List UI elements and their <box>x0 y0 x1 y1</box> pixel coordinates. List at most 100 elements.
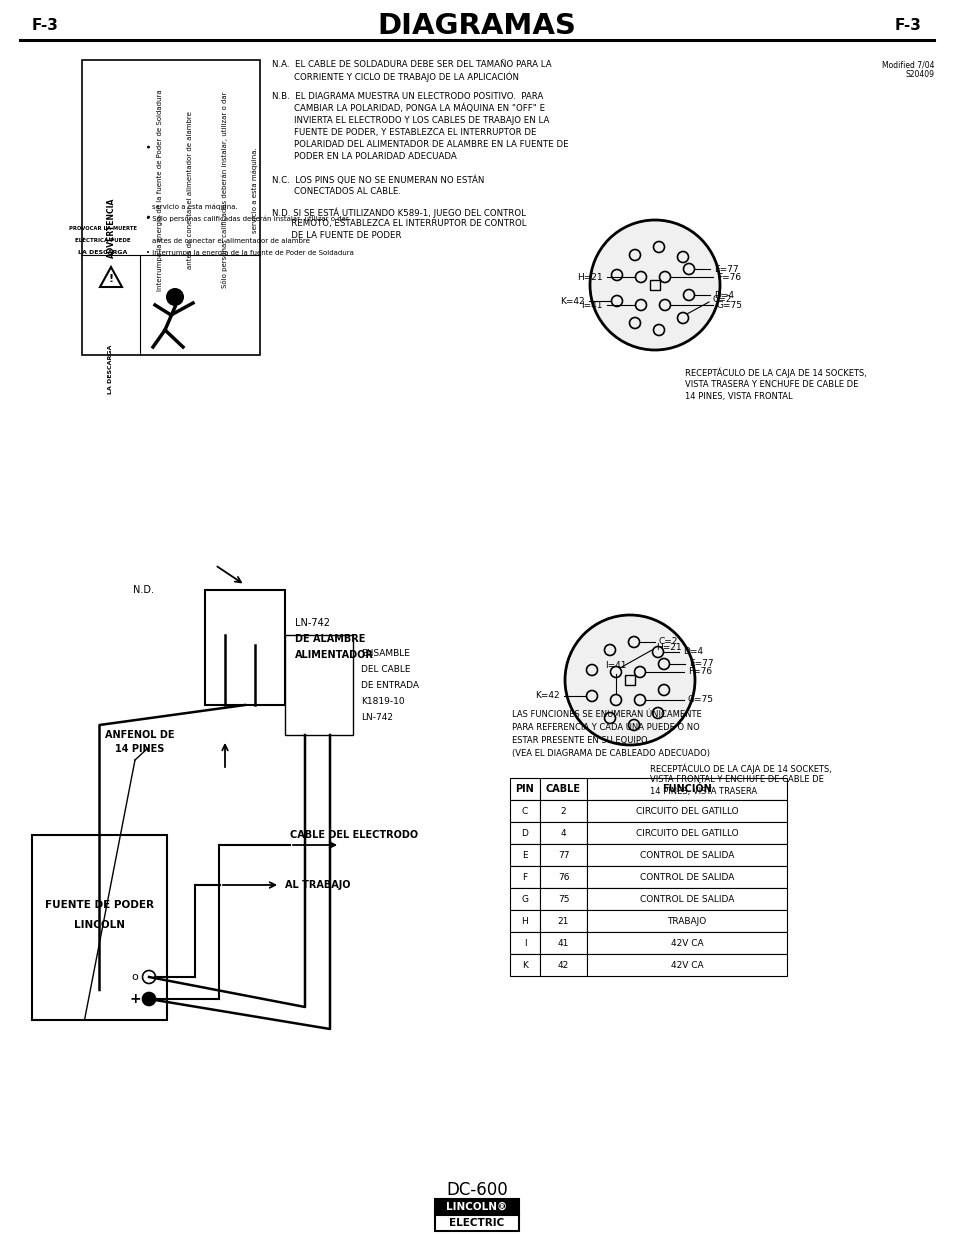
Text: K=42: K=42 <box>535 692 559 700</box>
Text: H=21: H=21 <box>577 273 602 282</box>
Bar <box>586 866 786 888</box>
Text: LINCOLN®: LINCOLN® <box>446 1202 507 1212</box>
Text: CONECTADOS AL CABLE.: CONECTADOS AL CABLE. <box>272 186 400 196</box>
Bar <box>586 778 786 800</box>
Text: CAMBIAR LA POLARIDAD, PONGA LA MÁQUINA EN "OFF" E: CAMBIAR LA POLARIDAD, PONGA LA MÁQUINA E… <box>272 104 544 114</box>
Bar <box>624 676 635 685</box>
Text: H: H <box>521 916 528 925</box>
Bar <box>586 800 786 823</box>
Text: CIRCUITO DEL GATILLO: CIRCUITO DEL GATILLO <box>635 806 738 815</box>
Text: 42V CA: 42V CA <box>670 961 702 969</box>
Text: LA DESCARGA: LA DESCARGA <box>78 249 128 254</box>
Text: CONTROL DE SALIDA: CONTROL DE SALIDA <box>639 851 734 860</box>
Bar <box>285 635 353 735</box>
Text: • Interrumpa la energía de la fuente de Poder de Soldadura: • Interrumpa la energía de la fuente de … <box>146 249 354 257</box>
Text: F-3: F-3 <box>32 19 59 33</box>
Text: ANFENOL DE: ANFENOL DE <box>105 730 174 740</box>
Text: antes de conectar el alimentador de alambre: antes de conectar el alimentador de alam… <box>187 111 193 269</box>
Text: RECEPTÁCULO DE LA CAJA DE 14 SOCKETS,: RECEPTÁCULO DE LA CAJA DE 14 SOCKETS, <box>684 368 866 378</box>
Text: 77: 77 <box>558 851 569 860</box>
Text: E=77: E=77 <box>688 659 713 668</box>
Text: AL TRABAJO: AL TRABAJO <box>285 881 350 890</box>
Text: H=21: H=21 <box>656 643 680 652</box>
Text: CIRCUITO DEL GATILLO: CIRCUITO DEL GATILLO <box>635 829 738 837</box>
Text: LA DESCARGA: LA DESCARGA <box>109 345 113 394</box>
Text: servicio a esta máquina.: servicio a esta máquina. <box>252 147 258 233</box>
Bar <box>510 910 539 932</box>
Text: LN-742: LN-742 <box>360 713 393 721</box>
Bar <box>205 590 285 705</box>
Text: DE ALAMBRE: DE ALAMBRE <box>294 635 365 645</box>
Circle shape <box>142 993 155 1005</box>
Text: N.A.  EL CABLE DE SOLDADURA DEBE SER DEL TAMAÑO PARA LA: N.A. EL CABLE DE SOLDADURA DEBE SER DEL … <box>272 61 551 69</box>
Text: F=76: F=76 <box>687 667 711 677</box>
Text: •: • <box>144 212 153 217</box>
Text: Sólo personas calificadas deberán instalar, utilizar o dar: Sólo personas calificadas deberán instal… <box>221 91 229 288</box>
Text: FUENTE DE PODER: FUENTE DE PODER <box>45 900 153 910</box>
Text: servicio a esta máquina.: servicio a esta máquina. <box>152 203 237 210</box>
Text: ADVERTENCIA: ADVERTENCIA <box>107 198 115 258</box>
Bar <box>586 953 786 976</box>
Bar <box>510 844 539 866</box>
Text: E: E <box>521 851 527 860</box>
Text: CORRIENTE Y CICLO DE TRABAJO DE LA APLICACIÓN: CORRIENTE Y CICLO DE TRABAJO DE LA APLIC… <box>272 72 518 83</box>
Bar <box>435 1199 518 1215</box>
Bar <box>586 888 786 910</box>
Text: 76: 76 <box>558 872 569 882</box>
Bar <box>510 888 539 910</box>
Text: K: K <box>521 961 527 969</box>
Text: VISTA FRONTAL Y ENCHUFE DE CABLE DE: VISTA FRONTAL Y ENCHUFE DE CABLE DE <box>649 776 823 784</box>
Bar <box>82 61 260 354</box>
Text: 14 PINES: 14 PINES <box>115 743 165 755</box>
Bar <box>539 888 586 910</box>
Text: 14 PINES, VISTA FRONTAL: 14 PINES, VISTA FRONTAL <box>684 391 792 401</box>
Text: I: I <box>523 939 526 947</box>
Bar <box>539 800 586 823</box>
Bar <box>510 932 539 953</box>
Text: 2: 2 <box>560 806 566 815</box>
Text: TRABAJO: TRABAJO <box>667 916 706 925</box>
Text: ELÈCTRICA PUEDE: ELÈCTRICA PUEDE <box>75 238 131 243</box>
Text: REMOTO, ESTABLEZCA EL INTERRUPTOR DE CONTROL: REMOTO, ESTABLEZCA EL INTERRUPTOR DE CON… <box>272 219 526 228</box>
Text: POLARIDAD DEL ALIMENTADOR DE ALAMBRE EN LA FUENTE DE: POLARIDAD DEL ALIMENTADOR DE ALAMBRE EN … <box>272 140 568 149</box>
Bar <box>649 280 659 290</box>
Text: D=4: D=4 <box>682 647 702 657</box>
Text: !: ! <box>109 274 113 284</box>
Text: • Sólo personas calificadas deberán instalar, utilizar o dar: • Sólo personas calificadas deberán inst… <box>146 215 349 222</box>
Text: N.C.  LOS PINS QUE NO SE ENUMERAN NO ESTÁN: N.C. LOS PINS QUE NO SE ENUMERAN NO ESTÁ… <box>272 175 484 184</box>
Text: (VEA EL DIAGRAMA DE CABLEADO ADECUADO): (VEA EL DIAGRAMA DE CABLEADO ADECUADO) <box>512 748 709 758</box>
Bar <box>435 1215 518 1231</box>
Text: RECEPTÁCULO DE LA CAJA DE 14 SOCKETS,: RECEPTÁCULO DE LA CAJA DE 14 SOCKETS, <box>649 763 831 773</box>
Text: 75: 75 <box>558 894 569 904</box>
Text: CABLE DEL ELECTRODO: CABLE DEL ELECTRODO <box>290 830 417 840</box>
Bar <box>539 823 586 844</box>
Text: CONTROL DE SALIDA: CONTROL DE SALIDA <box>639 894 734 904</box>
Text: VISTA TRASERA Y ENCHUFE DE CABLE DE: VISTA TRASERA Y ENCHUFE DE CABLE DE <box>684 380 858 389</box>
Text: CABLE: CABLE <box>545 784 580 794</box>
Text: Modified 7/04
S20409: Modified 7/04 S20409 <box>882 61 934 79</box>
Text: F-3: F-3 <box>894 19 921 33</box>
Bar <box>539 953 586 976</box>
Text: LAS FUNCIONES SE ENUMERAN ÚNICAMENTE: LAS FUNCIONES SE ENUMERAN ÚNICAMENTE <box>512 710 701 719</box>
Text: I=41: I=41 <box>604 661 626 671</box>
Bar <box>510 800 539 823</box>
Circle shape <box>166 288 184 306</box>
Bar <box>510 953 539 976</box>
Text: FUENTE DE PODER, Y ESTABLEZCA EL INTERRUPTOR DE: FUENTE DE PODER, Y ESTABLEZCA EL INTERRU… <box>272 128 536 137</box>
Text: +: + <box>129 992 141 1007</box>
Bar <box>586 910 786 932</box>
Text: 41: 41 <box>558 939 569 947</box>
Text: ELECTRIC: ELECTRIC <box>449 1218 504 1228</box>
Text: ESTAR PRESENTE EN SU EQUIPO: ESTAR PRESENTE EN SU EQUIPO <box>512 736 647 745</box>
Text: 14 PINES, VISTA TRASERA: 14 PINES, VISTA TRASERA <box>649 787 757 797</box>
Text: G=75: G=75 <box>717 300 742 310</box>
Text: FUNCIÓN: FUNCIÓN <box>661 784 711 794</box>
Bar <box>539 866 586 888</box>
Text: antes de conectar el alimentador de alambre: antes de conectar el alimentador de alam… <box>152 238 310 245</box>
Text: o: o <box>132 972 138 982</box>
Text: D: D <box>521 829 528 837</box>
Text: C=2: C=2 <box>659 637 678 646</box>
Bar <box>539 932 586 953</box>
Text: LN-742: LN-742 <box>294 619 330 629</box>
Text: 4: 4 <box>560 829 566 837</box>
